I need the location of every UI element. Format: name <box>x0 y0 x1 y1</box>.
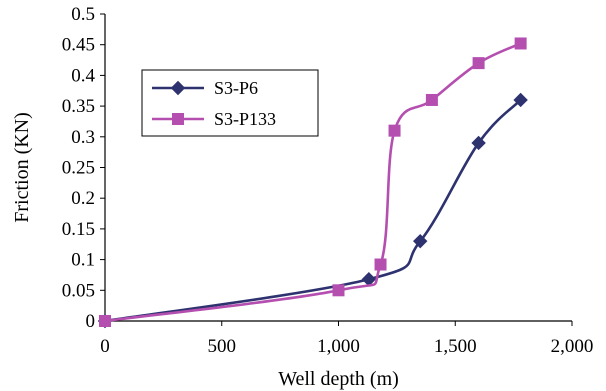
legend-box <box>141 69 319 137</box>
data-point <box>388 124 401 137</box>
y-tick-label: 0.35 <box>62 96 95 117</box>
series-s3-p133 <box>99 37 527 327</box>
y-tick-label: 0.4 <box>71 65 95 86</box>
data-point <box>513 92 528 108</box>
y-tick-label: 0 <box>86 311 96 332</box>
legend-item: S3-P133 <box>152 109 276 129</box>
x-tick-label: 1,500 <box>434 336 477 357</box>
x-tick-label: 2,000 <box>551 336 594 357</box>
data-point <box>471 135 486 151</box>
y-axis-title: Friction (KN) <box>11 112 33 223</box>
tick-labels: 0 0.05 0.1 0.15 0.2 0.25 0.3 0.35 0.4 0.45 0.5 0 500… <box>62 4 594 357</box>
y-tick-label: 0.25 <box>62 158 95 179</box>
x-tick-label: 1,000 <box>317 336 360 357</box>
axes <box>100 13 573 326</box>
data-point <box>374 258 387 271</box>
legend: S3-P6 S3-P133 <box>141 69 319 137</box>
y-tick-label: 0.15 <box>62 219 95 240</box>
data-point <box>472 57 485 70</box>
legend-marker <box>170 80 186 96</box>
y-tick-label: 0.45 <box>62 35 95 56</box>
legend-item: S3-P6 <box>152 78 258 98</box>
legend-label: S3-P6 <box>214 78 258 98</box>
y-tick-label: 0.3 <box>71 127 95 148</box>
legend-label: S3-P133 <box>214 109 276 129</box>
y-tick-label: 0.1 <box>71 250 95 271</box>
series-line <box>104 42 522 323</box>
x-tick-label: 0 <box>100 336 110 357</box>
x-tick-label: 500 <box>208 336 237 357</box>
series-layer <box>97 37 528 329</box>
x-axis-title: Well depth (m) <box>278 368 399 390</box>
data-point <box>332 284 345 297</box>
data-point <box>413 233 428 249</box>
y-tick-label: 0.5 <box>71 4 95 25</box>
data-point <box>425 93 438 106</box>
y-tick-label: 0.2 <box>71 188 95 209</box>
data-point <box>514 37 527 50</box>
y-tick-label: 0.05 <box>62 280 95 301</box>
data-point <box>99 315 111 327</box>
legend-marker <box>172 113 184 125</box>
